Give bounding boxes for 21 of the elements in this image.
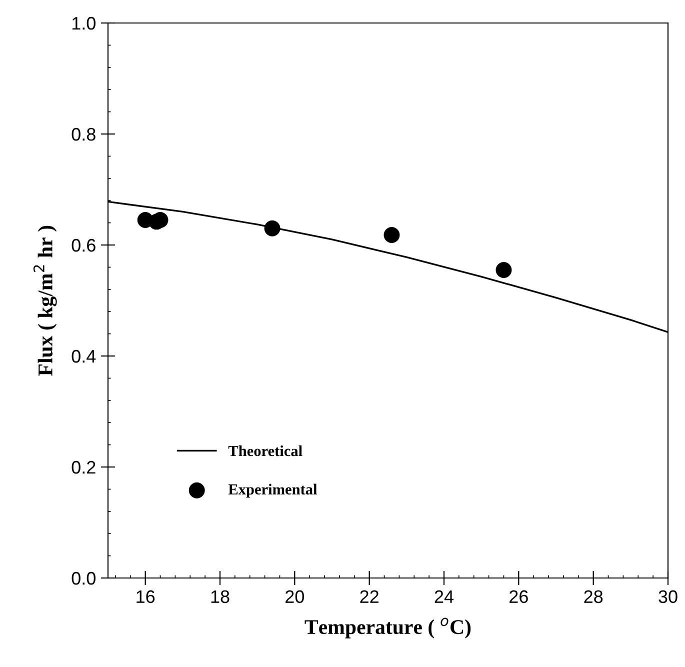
point [496, 262, 512, 278]
legend-label: Experimental [228, 484, 318, 498]
legend-label: Theoretical [228, 445, 302, 456]
x-axis-title: Temperature ( $^{o}$C) [304, 618, 471, 638]
y-tick-label: 0.0 [72, 572, 96, 585]
x-tick-label: 20 [286, 590, 304, 604]
y-tick-label: 0.6 [72, 238, 96, 252]
y-axis-title: Flux ( kg/m$^{2}$ hr ) [33, 226, 57, 376]
point [384, 227, 400, 243]
x-tick-label: 18 [211, 590, 230, 604]
point [264, 220, 280, 236]
y-tick-label: 1.0 [72, 16, 96, 30]
x-tick-label: 24 [434, 590, 454, 603]
x-tick-label: 16 [136, 590, 155, 604]
y-tick-label: 0.8 [72, 128, 96, 141]
y-tick-label: 0.4 [72, 350, 96, 363]
x-tick-label: 28 [584, 590, 603, 604]
y-tick-label: 0.2 [72, 460, 96, 474]
x-tick-label: 26 [510, 590, 528, 604]
x-tick-label: 22 [360, 590, 378, 603]
x-tick-label: 30 [658, 590, 678, 604]
